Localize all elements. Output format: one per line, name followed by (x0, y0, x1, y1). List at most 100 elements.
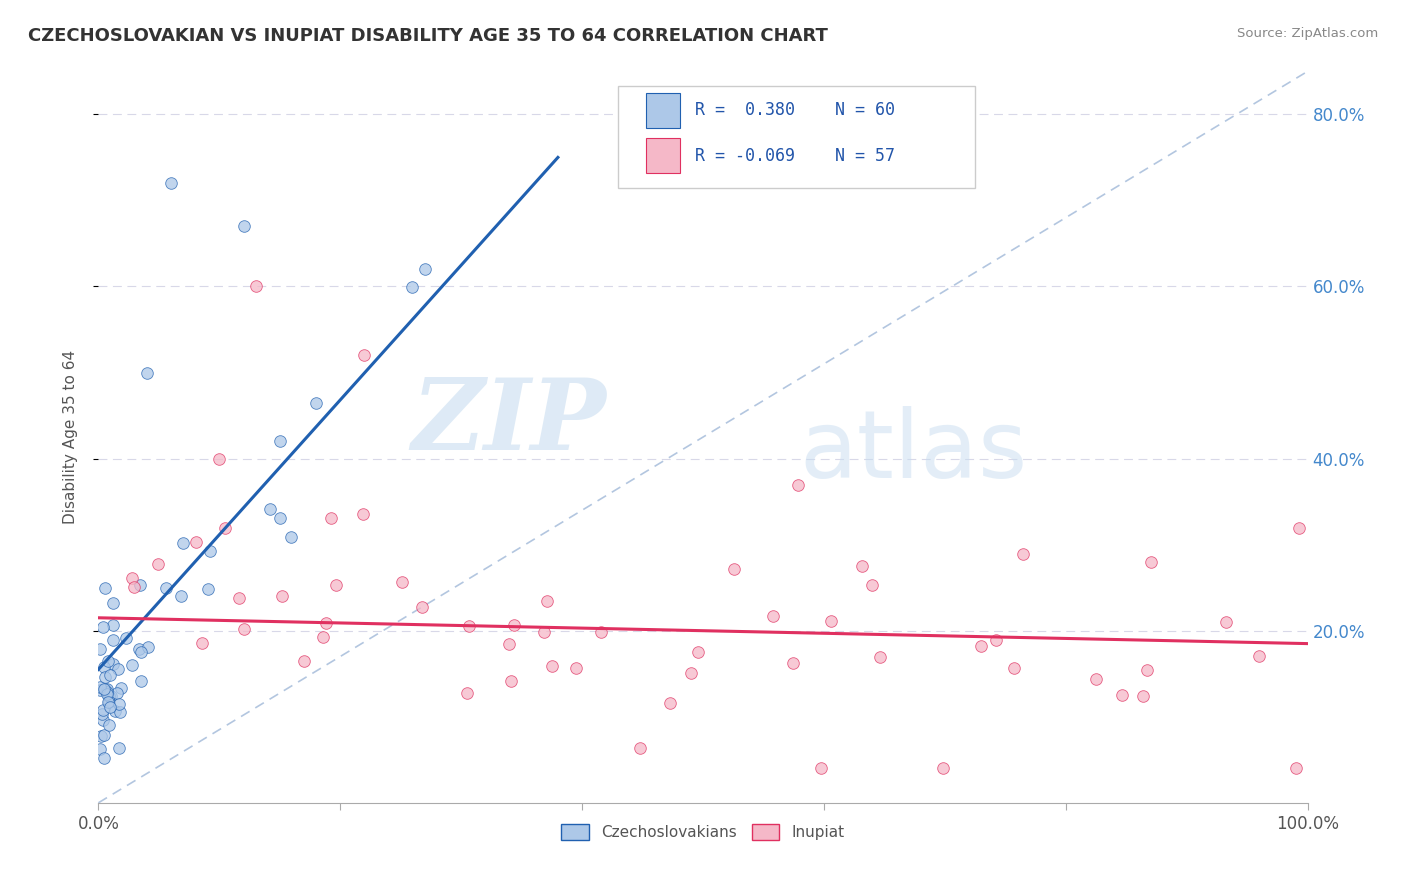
Point (103, 618, 125, 632)
Point (138, 640, 160, 655)
Point (269, 510, 291, 524)
Text: atlas: atlas (800, 406, 1028, 498)
Point (98, 668, 121, 682)
Point (107, 697, 129, 711)
Point (91, 703, 114, 717)
FancyBboxPatch shape (619, 86, 976, 188)
Point (787, 478, 810, 492)
Point (1284, 761, 1306, 775)
Point (533, 625, 555, 640)
Point (96, 682, 118, 697)
Point (782, 656, 804, 670)
Point (820, 614, 842, 628)
Point (108, 740, 131, 755)
Point (321, 511, 343, 525)
Point (969, 639, 991, 653)
Point (1132, 689, 1154, 703)
Point (1111, 688, 1133, 702)
Point (170, 589, 193, 603)
Text: CZECHOSLOVAKIAN VS INUPIAT DISABILITY AGE 35 TO 64 CORRELATION CHART: CZECHOSLOVAKIAN VS INUPIAT DISABILITY AG… (28, 27, 828, 45)
Legend: Czechoslovakians, Inupiat: Czechoslovakians, Inupiat (555, 818, 851, 847)
Point (128, 577, 150, 591)
Point (190, 636, 212, 650)
Point (103, 596, 125, 610)
Point (122, 581, 145, 595)
Point (160, 176, 183, 190)
Point (723, 561, 745, 575)
Y-axis label: Disability Age 35 to 64: Disability Age 35 to 64 (63, 350, 77, 524)
Point (311, 630, 333, 644)
Point (810, 761, 832, 775)
Point (325, 577, 347, 591)
Point (456, 686, 478, 700)
Point (90, 729, 112, 743)
Point (541, 659, 564, 673)
Point (97, 695, 120, 709)
Point (110, 681, 132, 696)
Point (208, 451, 231, 466)
Point (1249, 649, 1271, 664)
Point (932, 761, 955, 775)
Point (97, 695, 120, 709)
Point (129, 645, 152, 659)
Point (292, 654, 315, 668)
Point (413, 262, 436, 277)
Point (228, 591, 250, 605)
Point (401, 279, 423, 293)
Point (108, 705, 131, 719)
Point (98, 700, 121, 714)
Point (101, 633, 124, 648)
Point (107, 662, 129, 676)
Point (851, 559, 873, 574)
Point (658, 696, 681, 710)
Point (245, 279, 267, 293)
Point (498, 637, 520, 651)
Point (1085, 672, 1108, 686)
Point (688, 645, 710, 659)
Point (90, 707, 112, 722)
Point (155, 582, 177, 596)
Point (589, 625, 612, 640)
Text: ZIP: ZIP (412, 375, 606, 471)
Point (129, 673, 152, 688)
Text: R = -0.069    N = 57: R = -0.069 N = 57 (695, 147, 894, 165)
Point (1004, 661, 1026, 675)
Point (121, 571, 143, 585)
Point (353, 348, 375, 362)
Point (984, 633, 1007, 648)
Point (214, 520, 236, 534)
Point (411, 599, 433, 614)
Point (107, 686, 129, 700)
Point (232, 622, 254, 636)
Point (391, 574, 413, 589)
Point (862, 577, 884, 591)
Point (457, 618, 479, 632)
Point (280, 530, 302, 544)
Point (146, 557, 169, 571)
Point (198, 544, 221, 558)
Point (259, 501, 281, 516)
Point (89, 680, 111, 694)
Point (91, 620, 114, 634)
Point (232, 219, 254, 234)
FancyBboxPatch shape (647, 93, 681, 128)
Point (89, 683, 111, 698)
Point (94, 682, 117, 697)
Point (93, 660, 115, 674)
Point (352, 507, 374, 521)
Point (104, 704, 127, 718)
Point (93, 670, 115, 684)
Point (97, 718, 120, 732)
Point (536, 594, 558, 608)
Point (135, 366, 157, 380)
Point (1012, 547, 1035, 561)
Point (762, 609, 785, 624)
Point (101, 657, 124, 671)
Point (315, 616, 337, 631)
Point (269, 434, 291, 449)
Point (499, 673, 522, 688)
Point (89, 742, 111, 756)
Point (184, 534, 207, 549)
Point (628, 741, 651, 756)
Point (100, 689, 122, 703)
